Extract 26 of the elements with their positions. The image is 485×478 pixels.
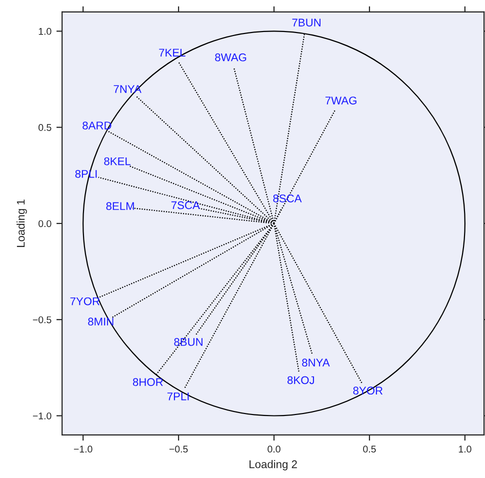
annotation: 8BUN (174, 338, 202, 346)
x-tick-label: 1.0 (458, 446, 472, 453)
x-axis-title: Loading 2 (250, 460, 297, 470)
annotation: 7KEL (159, 48, 186, 56)
annotation: 8NYA (302, 358, 330, 367)
annotation: 7YOR (70, 297, 100, 306)
annotation: 8KOJ (288, 376, 314, 384)
x-tick-label: −1.0 (74, 446, 92, 453)
y-tick-label: −1.0 (32, 412, 52, 420)
annotation: 7BUN (292, 18, 320, 26)
annotation: 7PLI (167, 392, 189, 400)
annotation: 8KEL (104, 157, 130, 166)
x-tick-label: 0.0 (268, 446, 280, 453)
annotation: 8WAG (215, 53, 246, 62)
annotation: 7WAG (325, 96, 356, 104)
y-axis-title: Loading 1 (16, 200, 27, 247)
x-tick-label: −0.5 (169, 446, 188, 453)
annotation: 7SCA (171, 201, 200, 210)
y-tick-label: −0.5 (32, 316, 52, 324)
y-tick-label: 1.0 (38, 28, 52, 35)
x-tick-label: 0.5 (363, 446, 376, 453)
y-tick-label: 0.5 (38, 124, 52, 131)
annotation: 8ELM (106, 202, 134, 210)
y-tick-label: 0.0 (38, 220, 52, 228)
annotation: 8SCA (273, 194, 302, 202)
annotation: 8HOR (132, 378, 163, 386)
